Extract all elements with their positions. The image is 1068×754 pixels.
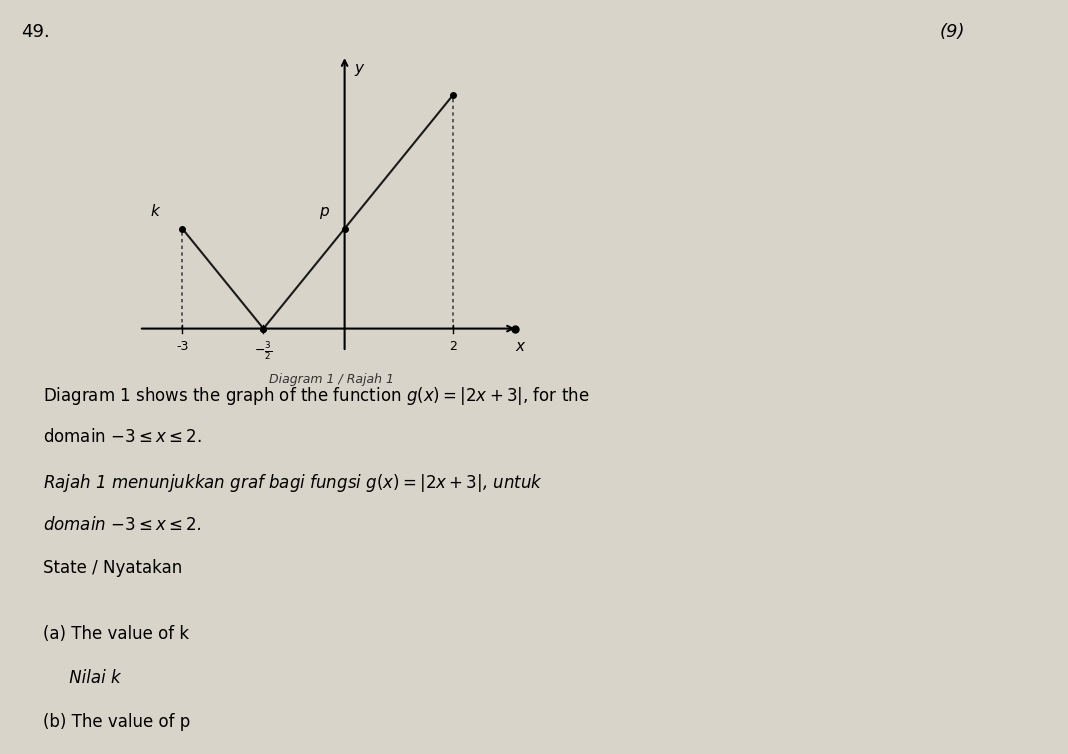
Text: (a) The value of k: (a) The value of k [43, 625, 189, 643]
Text: p: p [318, 204, 328, 219]
Text: $x$: $x$ [515, 339, 527, 354]
Text: domain $-3 \leq x \leq 2$.: domain $-3 \leq x \leq 2$. [43, 428, 202, 446]
Text: Rajah 1 menunjukkan graf bagi fungsi $g(x) = |2x + 3|$, untuk: Rajah 1 menunjukkan graf bagi fungsi $g(… [43, 472, 543, 494]
Text: (9): (9) [940, 23, 965, 41]
Text: k: k [151, 204, 159, 219]
Text: Diagram 1 shows the graph of the function $g(x) = |2x + 3|$, for the: Diagram 1 shows the graph of the functio… [43, 385, 590, 406]
Text: $-\frac{3}{2}$: $-\frac{3}{2}$ [254, 340, 272, 362]
Text: (b) The value of p: (b) The value of p [43, 713, 190, 731]
Text: 49.: 49. [21, 23, 50, 41]
Text: Nilai k: Nilai k [43, 669, 121, 687]
Text: 2: 2 [449, 340, 457, 354]
Text: State / Nyatakan: State / Nyatakan [43, 559, 182, 578]
Text: domain $-3 \leq x \leq 2$.: domain $-3 \leq x \leq 2$. [43, 516, 201, 534]
Text: Diagram 1 / Rajah 1: Diagram 1 / Rajah 1 [268, 373, 394, 386]
Text: -3: -3 [176, 340, 188, 354]
Text: $y$: $y$ [355, 62, 366, 78]
